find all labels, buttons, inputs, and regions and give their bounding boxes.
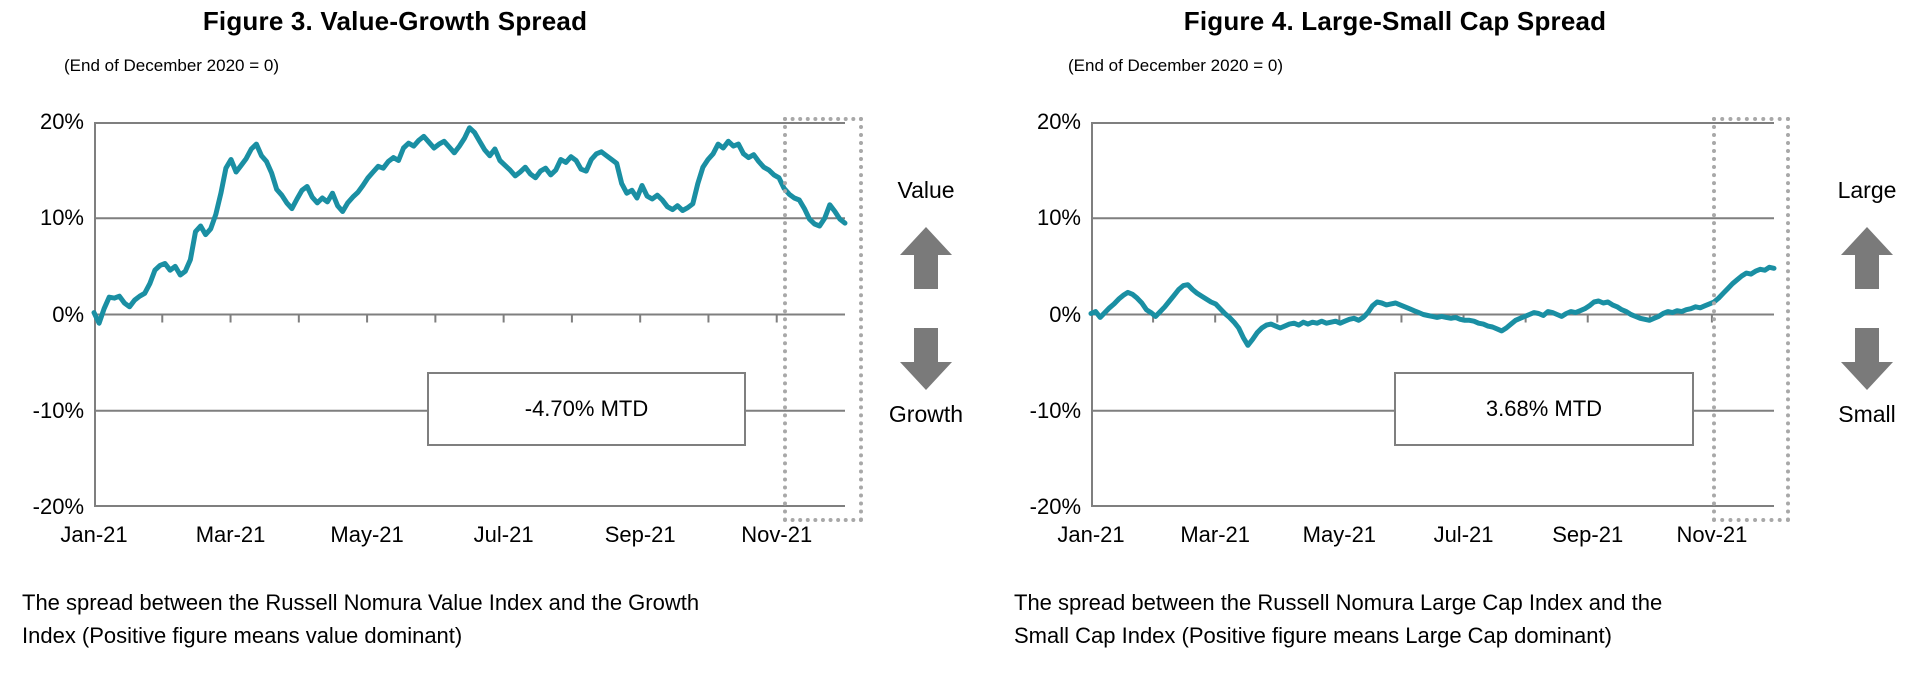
y-axis-labels: 20% 10% 0% -10% -20% [997, 109, 1081, 519]
figure-caption: The spread between the Russell Nomura Va… [22, 590, 700, 648]
x-axis-tick-label: Jul-21 [473, 522, 534, 547]
figure-title: Figure 3. Value-Growth Spread [202, 6, 588, 36]
up-direction-label: Value [897, 177, 955, 203]
x-axis-tick-label: Nov-21 [1676, 522, 1748, 547]
x-axis-tick-label: May-21 [330, 522, 404, 547]
figure-subtitle: (End of December 2020 = 0) [64, 56, 279, 75]
spread-line [1088, 264, 1777, 348]
x-axis-tick-label: Sep-21 [1552, 522, 1624, 547]
figure-caption: The spread between the Russell Nomura La… [1014, 590, 1663, 648]
highlight-window-box [783, 117, 863, 522]
down-direction-label: Small [1838, 401, 1896, 427]
figure-title: Figure 4. Large-Small Cap Spread [1183, 6, 1607, 36]
y-axis-tick-label: 0% [1049, 301, 1081, 327]
direction-legend: Large Small [1815, 176, 1919, 436]
y-axis-tick-label: 20% [1036, 109, 1081, 134]
plot-area: -4.70% MTD [91, 117, 863, 522]
up-arrow-icon [1841, 227, 1893, 289]
line-chart [1088, 122, 1777, 507]
gridlines [1091, 122, 1774, 507]
y-axis-tick-label: 10% [39, 205, 84, 231]
x-axis-tick-label: Jan-21 [1057, 522, 1125, 547]
y-axis-labels: 20% 10% 0% -10% -20% [0, 109, 84, 519]
up-arrow-icon [900, 227, 952, 289]
highlight-window-box [1712, 117, 1790, 522]
y-axis-tick-label: 20% [39, 109, 84, 134]
y-axis-tick-label: -10% [32, 397, 84, 423]
mtd-value: 3.68% MTD [1485, 396, 1603, 421]
mtd-callout-box: 3.68% MTD [1394, 372, 1694, 446]
mtd-callout-box: -4.70% MTD [427, 372, 746, 446]
mtd-value: -4.70% MTD [524, 396, 649, 421]
gridlines [94, 122, 845, 507]
down-arrow-icon [1841, 328, 1893, 390]
x-axis-tick-label: Jul-21 [1433, 522, 1494, 547]
direction-legend: Value Growth [874, 176, 978, 436]
x-axis-tick-label: Nov-21 [741, 522, 813, 547]
x-axis-tick-label: Jan-21 [60, 522, 128, 547]
y-axis-tick-label: -20% [1029, 494, 1081, 519]
y-axis-tick-label: -20% [32, 494, 84, 519]
x-axis-tick-label: Mar-21 [1180, 522, 1251, 547]
y-axis-tick-label: 10% [1036, 205, 1081, 231]
y-axis-tick-label: -10% [1029, 397, 1081, 423]
x-axis-labels: Jan-21 Mar-21 May-21 Jul-21 Sep-21 Nov-21 [60, 522, 845, 552]
down-arrow-icon [900, 328, 952, 390]
x-axis-tick-label: May-21 [1302, 522, 1377, 547]
up-direction-label: Large [1837, 177, 1897, 203]
x-axis-tick-label: Sep-21 [604, 522, 676, 547]
y-axis-tick-label: 0% [52, 301, 84, 327]
spread-line [91, 125, 848, 326]
x-axis-labels: Jan-21 Mar-21 May-21 Jul-21 Sep-21 Nov-21 [1057, 522, 1774, 552]
down-direction-label: Growth [888, 401, 964, 427]
x-axis-tick-label: Mar-21 [195, 522, 266, 547]
figure-subtitle: (End of December 2020 = 0) [1068, 56, 1283, 75]
plot-area: 3.68% MTD [1088, 117, 1790, 522]
line-chart [91, 122, 848, 507]
